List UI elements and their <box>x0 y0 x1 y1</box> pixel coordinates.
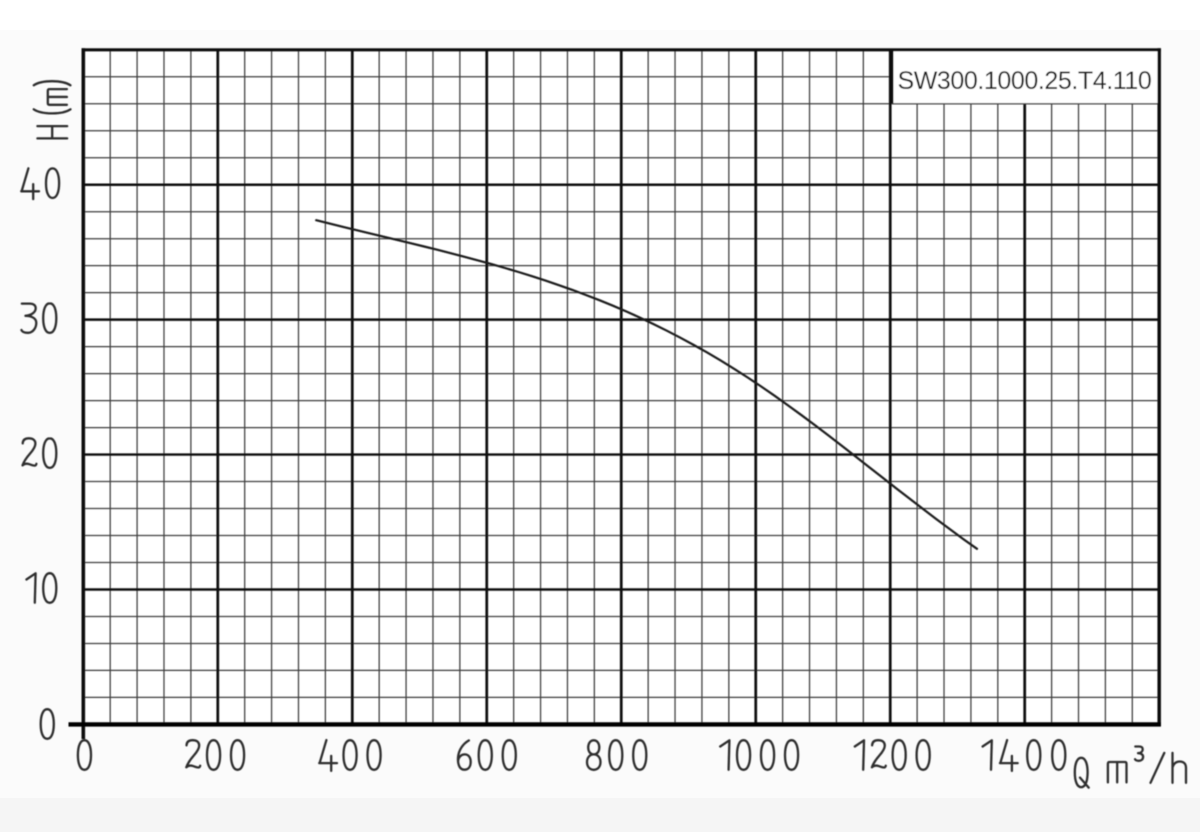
svg-text:SW300.1000.25.T4.110: SW300.1000.25.T4.110 <box>898 67 1152 95</box>
